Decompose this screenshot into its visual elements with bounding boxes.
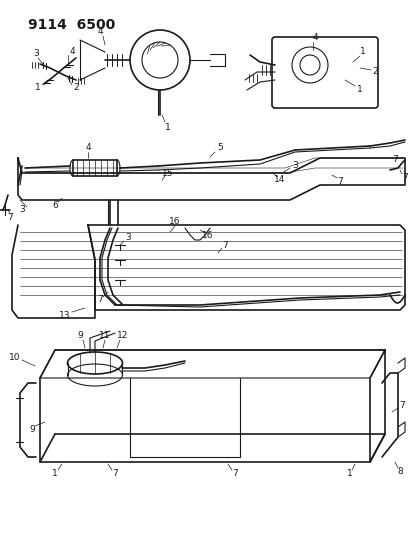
- Text: 7: 7: [402, 174, 408, 182]
- Text: 9114  6500: 9114 6500: [28, 18, 115, 32]
- Text: 3: 3: [19, 206, 25, 214]
- Text: 3: 3: [292, 160, 298, 169]
- Text: 5: 5: [217, 143, 223, 152]
- Text: 7: 7: [399, 400, 405, 409]
- Text: 10: 10: [9, 353, 21, 362]
- Text: 4: 4: [97, 28, 103, 36]
- Text: 1: 1: [357, 85, 363, 94]
- Text: 7: 7: [337, 177, 343, 187]
- Text: 1: 1: [360, 47, 366, 56]
- Text: 2: 2: [372, 68, 378, 77]
- Text: 7: 7: [222, 240, 228, 249]
- Text: 1: 1: [35, 84, 41, 93]
- Text: 7: 7: [112, 470, 118, 479]
- Text: 7: 7: [7, 214, 13, 222]
- Text: 8: 8: [397, 467, 403, 477]
- Text: 1: 1: [165, 124, 171, 133]
- Text: 1: 1: [52, 470, 58, 479]
- Text: 4: 4: [69, 47, 75, 56]
- Text: 16: 16: [202, 231, 214, 240]
- Text: 7: 7: [392, 156, 398, 165]
- Text: 14: 14: [274, 175, 286, 184]
- Text: 3: 3: [33, 50, 39, 59]
- Text: 4: 4: [85, 143, 91, 152]
- Text: 1: 1: [347, 470, 353, 479]
- Text: 4: 4: [312, 34, 318, 43]
- Text: 2: 2: [73, 84, 79, 93]
- Text: 7: 7: [97, 295, 103, 304]
- Text: 13: 13: [59, 311, 71, 319]
- Text: 3: 3: [125, 233, 131, 243]
- Text: 12: 12: [117, 332, 129, 341]
- Text: 9: 9: [77, 332, 83, 341]
- Text: 9: 9: [29, 425, 35, 434]
- Text: 7: 7: [232, 470, 238, 479]
- Text: 15: 15: [162, 168, 174, 177]
- Text: 11: 11: [99, 332, 111, 341]
- Text: 16: 16: [169, 217, 181, 227]
- Text: 6: 6: [52, 200, 58, 209]
